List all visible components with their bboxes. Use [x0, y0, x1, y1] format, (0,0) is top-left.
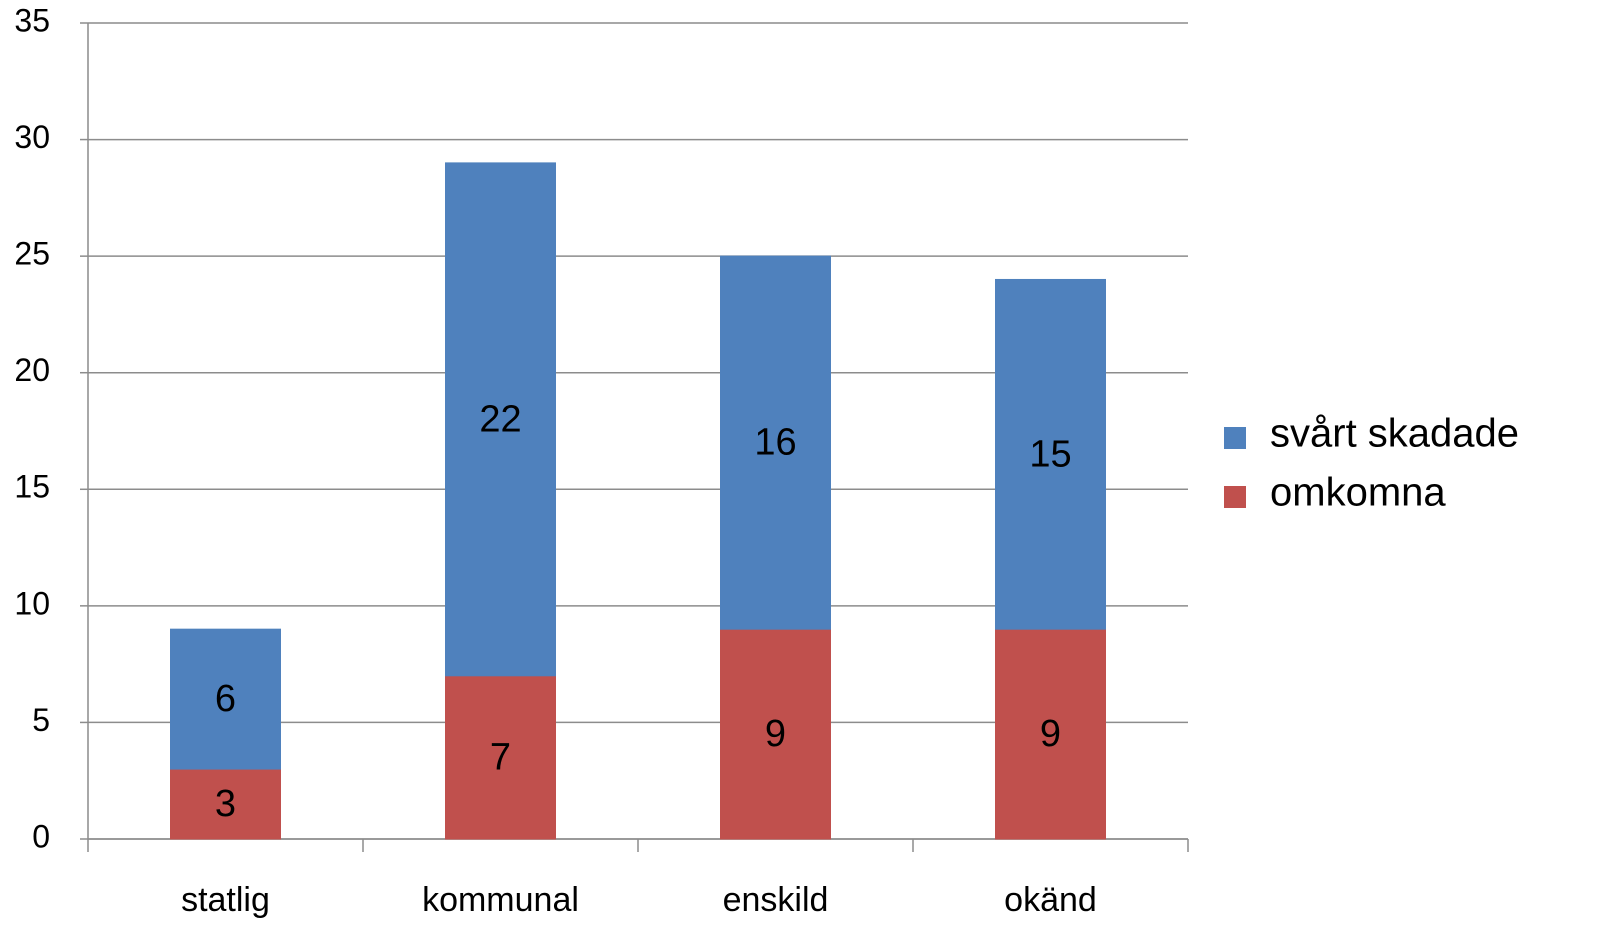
bar-segment	[170, 628, 281, 770]
y-tick-label: 25	[14, 236, 50, 272]
legend-swatch	[1224, 486, 1246, 508]
bar-segment	[995, 628, 1106, 840]
data-label: 6	[215, 678, 236, 720]
bar-segment	[720, 255, 831, 630]
y-tick-label: 5	[32, 702, 50, 738]
bar-segment	[720, 628, 831, 840]
y-tick-label: 30	[14, 119, 50, 155]
y-tick-label: 10	[14, 585, 50, 621]
y-tick-label: 0	[32, 818, 50, 854]
data-label: 22	[479, 398, 521, 440]
y-tick-label: 15	[14, 469, 50, 505]
data-label: 7	[490, 736, 511, 778]
legend-swatch	[1224, 427, 1246, 449]
data-label: 9	[765, 713, 786, 755]
x-tick-label: enskild	[723, 881, 829, 919]
bar-segment	[995, 278, 1106, 630]
data-label: 16	[754, 422, 796, 464]
x-tick-label: statlig	[181, 881, 270, 919]
x-tick-label: kommunal	[422, 881, 579, 919]
bar-segment	[445, 162, 556, 677]
legend-label: svårt skadade	[1270, 412, 1519, 456]
bar-segment	[170, 768, 281, 840]
data-label: 3	[215, 783, 236, 825]
y-tick-label: 35	[14, 2, 50, 38]
bar-segment	[445, 675, 556, 840]
data-label: 15	[1029, 433, 1071, 475]
legend-label: omkomna	[1270, 471, 1446, 515]
x-tick-label: okänd	[1004, 881, 1097, 919]
y-tick-label: 20	[14, 352, 50, 388]
data-label: 9	[1040, 713, 1061, 755]
